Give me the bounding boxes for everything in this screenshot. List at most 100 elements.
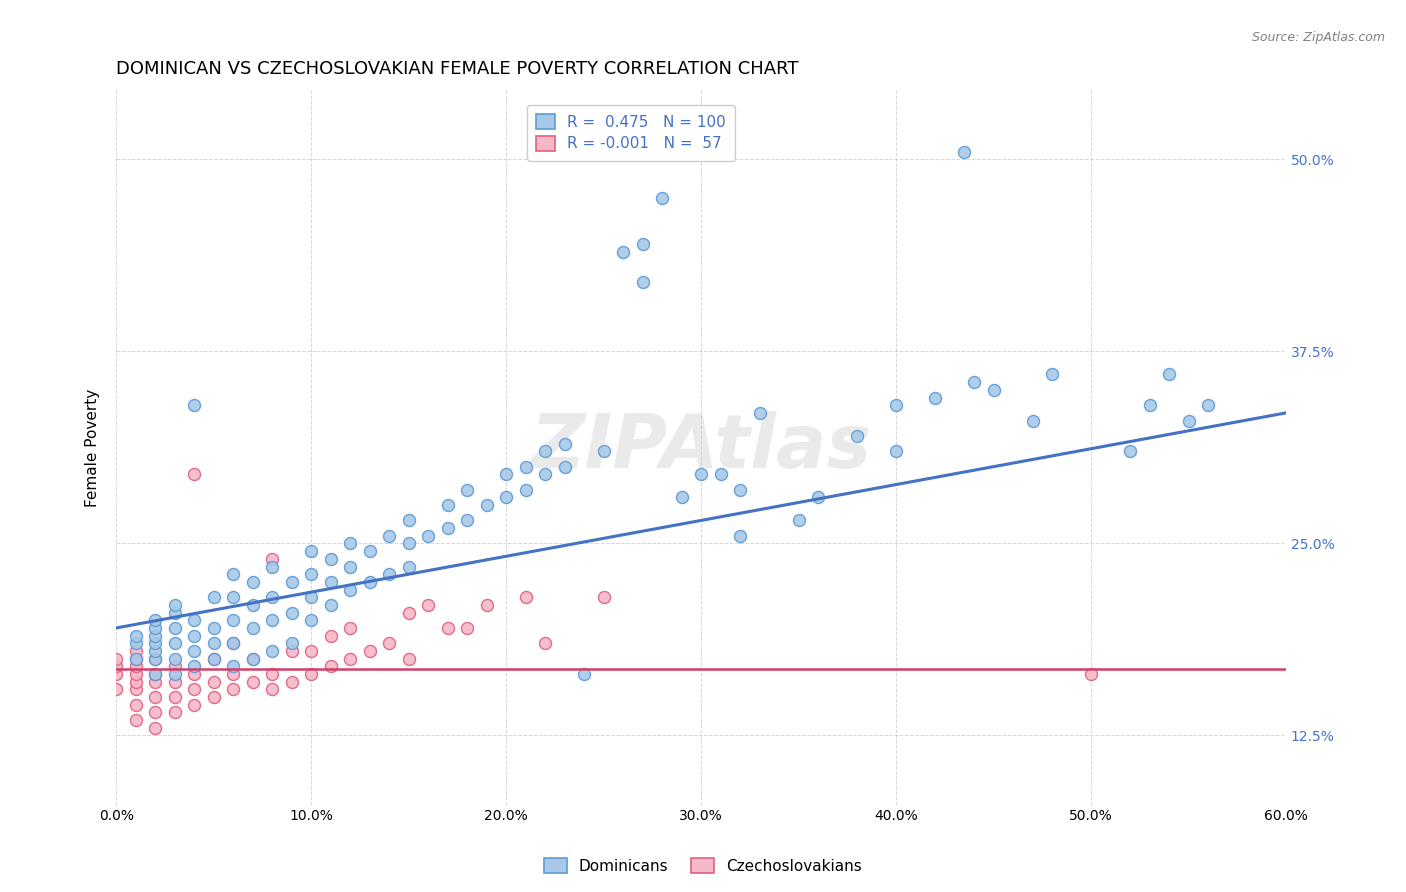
Point [495,467,517,482]
Point [183,682,205,697]
Point [125,651,148,665]
Point [319,574,342,589]
Point [163,598,186,612]
Point [378,567,401,582]
Point [534,467,557,482]
Point [572,667,595,681]
Point [339,582,361,597]
Point [125,659,148,673]
Point [163,659,186,673]
Point [242,651,264,665]
Point [690,467,713,482]
Point [163,651,186,665]
Point [262,644,284,658]
Point [143,613,166,627]
Point [534,636,557,650]
Point [143,667,166,681]
Point [280,644,302,658]
Point [242,651,264,665]
Point [1177,413,1199,427]
Point [953,145,976,159]
Y-axis label: Female Poverty: Female Poverty [86,388,100,507]
Point [924,391,946,405]
Point [143,636,166,650]
Point [299,567,322,582]
Point [299,544,322,558]
Point [280,606,302,620]
Point [222,591,245,605]
Point [983,383,1005,397]
Point [183,667,205,681]
Point [612,244,634,259]
Point [319,598,342,612]
Point [456,513,478,527]
Point [359,544,381,558]
Point [262,559,284,574]
Point [163,706,186,720]
Point [143,644,166,658]
Point [1139,398,1161,412]
Point [398,606,420,620]
Point [631,275,654,289]
Point [222,682,245,697]
Point [359,574,381,589]
Point [202,690,225,704]
Point [125,698,148,712]
Point [1119,444,1142,458]
Point [143,667,166,681]
Point [592,444,614,458]
Point [495,491,517,505]
Point [651,191,673,205]
Point [398,536,420,550]
Point [378,529,401,543]
Point [299,644,322,658]
Point [963,375,986,389]
Point [183,629,205,643]
Point [125,674,148,689]
Point [515,591,537,605]
Point [163,690,186,704]
Point [359,644,381,658]
Point [710,467,733,482]
Point [1157,368,1180,382]
Point [475,598,498,612]
Point [143,651,166,665]
Point [163,667,186,681]
Point [671,491,693,505]
Point [339,559,361,574]
Point [846,429,869,443]
Point [143,706,166,720]
Point [143,629,166,643]
Point [436,521,458,535]
Point [631,236,654,251]
Point [202,621,225,635]
Point [183,467,205,482]
Point [125,713,148,727]
Point [378,636,401,650]
Point [163,674,186,689]
Point [183,613,205,627]
Point [105,651,128,665]
Point [807,491,830,505]
Point [183,644,205,658]
Point [339,621,361,635]
Point [884,444,907,458]
Point [884,398,907,412]
Point [183,659,205,673]
Point [554,436,576,450]
Point [143,690,166,704]
Point [456,483,478,497]
Point [163,606,186,620]
Point [515,483,537,497]
Point [125,636,148,650]
Point [105,659,128,673]
Point [728,529,751,543]
Point [280,674,302,689]
Point [222,636,245,650]
Point [143,674,166,689]
Point [183,398,205,412]
Point [436,498,458,512]
Point [105,682,128,697]
Point [125,682,148,697]
Point [143,651,166,665]
